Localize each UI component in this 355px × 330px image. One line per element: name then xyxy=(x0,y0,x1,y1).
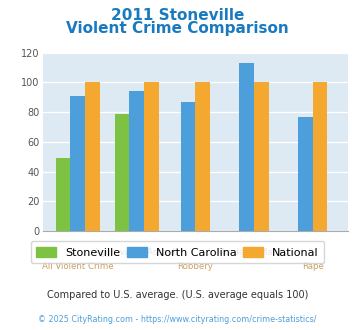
Bar xyxy=(56,158,71,231)
Text: Compared to U.S. average. (U.S. average equals 100): Compared to U.S. average. (U.S. average … xyxy=(47,290,308,300)
Bar xyxy=(85,82,100,231)
Text: © 2025 CityRating.com - https://www.cityrating.com/crime-statistics/: © 2025 CityRating.com - https://www.city… xyxy=(38,315,317,324)
Bar xyxy=(239,63,254,231)
Text: Robbery: Robbery xyxy=(177,262,213,271)
Bar xyxy=(129,91,144,231)
Text: Murder & Mans...: Murder & Mans... xyxy=(217,248,291,257)
Bar xyxy=(144,82,159,231)
Bar xyxy=(181,102,195,231)
Text: Aggravated Assault: Aggravated Assault xyxy=(94,248,179,257)
Bar xyxy=(313,82,327,231)
Bar xyxy=(195,82,210,231)
Text: All Violent Crime: All Violent Crime xyxy=(42,262,114,271)
Bar xyxy=(71,96,85,231)
Text: 2011 Stoneville: 2011 Stoneville xyxy=(111,8,244,23)
Bar xyxy=(298,116,313,231)
Bar xyxy=(115,114,129,231)
Text: Rape: Rape xyxy=(302,262,324,271)
Legend: Stoneville, North Carolina, National: Stoneville, North Carolina, National xyxy=(31,241,324,263)
Text: Violent Crime Comparison: Violent Crime Comparison xyxy=(66,21,289,36)
Bar xyxy=(254,82,269,231)
